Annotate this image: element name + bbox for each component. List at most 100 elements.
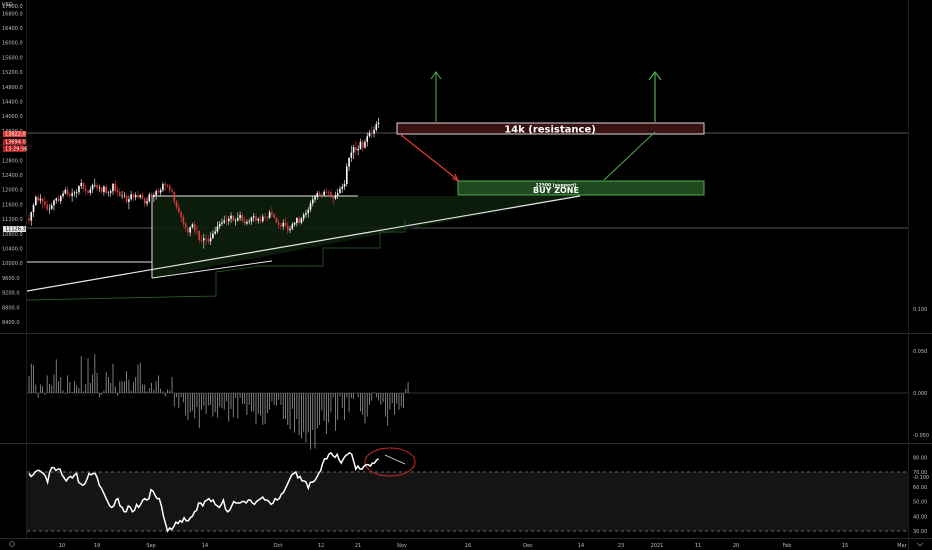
time-axis-label: Feb bbox=[783, 543, 792, 549]
candle-body bbox=[191, 224, 194, 228]
candle-body bbox=[252, 216, 255, 218]
candle-body bbox=[234, 220, 237, 221]
candle-body bbox=[80, 182, 83, 187]
candle-body bbox=[107, 192, 110, 194]
candle-body bbox=[216, 226, 219, 232]
candle-body bbox=[193, 224, 196, 231]
level-tag-text: 11126.3 bbox=[5, 227, 26, 233]
candle-body bbox=[296, 218, 298, 223]
time-axis-label: 20 bbox=[733, 543, 739, 549]
price-axis-label: 8800.0 bbox=[2, 305, 20, 311]
oscillator-axis: 0.100 0.050 0.000 -0.050 -0.100 bbox=[913, 307, 929, 481]
candle-body bbox=[159, 190, 162, 193]
candle-body bbox=[314, 196, 316, 200]
candle-body bbox=[189, 227, 191, 233]
price-axis-label: 16400.0 bbox=[2, 26, 23, 32]
candle-body bbox=[373, 129, 375, 134]
candle-body bbox=[116, 190, 119, 192]
candle-body bbox=[268, 212, 271, 218]
time-axis-label: Sep bbox=[146, 543, 155, 549]
candle-body bbox=[166, 185, 169, 186]
oscillator-axis-label: 0.050 bbox=[913, 349, 927, 355]
resistance-label: 14k (resistance) bbox=[504, 125, 596, 136]
candle-body bbox=[128, 199, 130, 202]
price-axis-label: 11600.0 bbox=[2, 202, 23, 208]
candle-body bbox=[46, 204, 48, 210]
candle-body bbox=[89, 189, 92, 193]
price-tag-2 bbox=[3, 139, 26, 145]
candle-body bbox=[119, 191, 121, 197]
buy-zone-box[interactable] bbox=[457, 180, 705, 196]
time-axis-label: 12 bbox=[318, 543, 324, 549]
candle-body bbox=[273, 214, 275, 218]
time-axis-label: 19 bbox=[94, 543, 100, 549]
candle-body bbox=[370, 132, 373, 134]
candle-body bbox=[196, 230, 198, 232]
price-axis-label: 10800.0 bbox=[2, 232, 23, 238]
price-axis-label: 10000.0 bbox=[2, 261, 23, 267]
rsi-axis-label: 70.00 bbox=[913, 470, 927, 476]
candle-body bbox=[48, 208, 51, 210]
candle-body bbox=[264, 216, 266, 218]
candle-body bbox=[35, 196, 37, 206]
candle-body bbox=[323, 191, 325, 196]
rsi-axis-label: 50.00 bbox=[913, 500, 927, 506]
rsi-axis-label: 60.00 bbox=[913, 485, 927, 491]
candle-body bbox=[311, 199, 314, 204]
rsi-line bbox=[28, 451, 380, 533]
candle-body bbox=[307, 209, 310, 214]
candle-body bbox=[150, 194, 153, 197]
time-axis-label: Nov bbox=[397, 543, 407, 549]
candle-body bbox=[230, 215, 232, 219]
candle-body bbox=[336, 193, 339, 196]
price-axis-label: 9600.0 bbox=[2, 276, 20, 282]
time-axis-label: 23 bbox=[618, 543, 624, 549]
time-axis-label: 14 bbox=[578, 543, 584, 549]
candle-body bbox=[375, 123, 378, 130]
countdown-text: 13:29:56 bbox=[5, 147, 27, 153]
candle-body bbox=[139, 195, 142, 198]
candle-body bbox=[275, 217, 278, 223]
candle-body bbox=[212, 233, 214, 239]
candle-body bbox=[132, 194, 135, 198]
candle-body bbox=[257, 219, 260, 221]
candle-body bbox=[321, 194, 323, 196]
candle-body bbox=[125, 195, 128, 202]
candle-body bbox=[103, 186, 105, 192]
price-axis-label: 8400.0 bbox=[2, 320, 20, 326]
candle-body bbox=[94, 185, 96, 186]
candle-body bbox=[277, 222, 280, 225]
time-axis: 10 19 Sep 14 Oct 12 21 Nov 16 Dec 14 23 2021 11 20 Feb 1… bbox=[59, 543, 908, 549]
candle-body bbox=[66, 189, 69, 195]
candle-body bbox=[282, 222, 285, 227]
settings-gear-icon[interactable] bbox=[9, 541, 15, 547]
rsi-band bbox=[27, 472, 908, 531]
time-axis-label: Dec bbox=[523, 543, 533, 549]
resistance-box[interactable] bbox=[396, 122, 705, 135]
candle-body bbox=[173, 191, 176, 202]
price-axis-label: 15200.0 bbox=[2, 70, 23, 76]
candle-body bbox=[205, 238, 207, 240]
candle-body bbox=[359, 141, 362, 149]
rsi-divergence-line bbox=[384, 454, 406, 465]
oscillator-axis-label: 0.000 bbox=[913, 391, 927, 397]
time-axis-label: 16 bbox=[465, 543, 471, 549]
price-axis-label: 16800.0 bbox=[2, 11, 23, 17]
candle-body bbox=[339, 188, 341, 194]
price-axis-label: 16000.0 bbox=[2, 41, 23, 47]
time-axis-label: 2021 bbox=[651, 543, 664, 549]
collapse-arrow-icon[interactable] bbox=[916, 542, 924, 547]
green-arrowhead-left bbox=[430, 71, 442, 80]
price-axis-label: 12000.0 bbox=[2, 188, 23, 194]
candle-body bbox=[223, 220, 226, 223]
countdown-tag bbox=[3, 146, 26, 152]
candle-body bbox=[368, 132, 371, 137]
oscillator-axis-label: 0.100 bbox=[913, 307, 927, 313]
candle-body bbox=[332, 195, 334, 199]
candle-body bbox=[271, 212, 273, 215]
time-axis-label: Oct bbox=[274, 543, 283, 549]
candle-body bbox=[184, 223, 187, 229]
time-axis-label: 14 bbox=[202, 543, 208, 549]
candle-body bbox=[198, 231, 201, 240]
